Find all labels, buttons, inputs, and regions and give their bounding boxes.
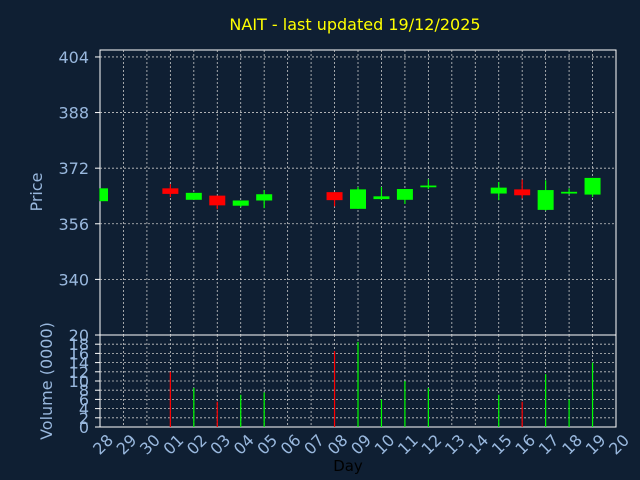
volume-y-tick-label: 4 bbox=[79, 400, 89, 419]
candle-body bbox=[373, 196, 390, 200]
price-y-tick-label: 340 bbox=[58, 270, 89, 289]
volume-y-tick-label: 18 bbox=[69, 335, 89, 354]
candle-body bbox=[490, 187, 507, 194]
candle-body bbox=[350, 189, 366, 209]
candles-group bbox=[99, 177, 601, 211]
candle-body bbox=[209, 195, 226, 206]
candle-body bbox=[514, 189, 531, 196]
volume-y-tick-label: 20 bbox=[69, 326, 89, 345]
volume-y-tick-label: 12 bbox=[69, 363, 89, 382]
candle-body bbox=[537, 190, 554, 210]
price-y-tick-label: 404 bbox=[58, 48, 89, 67]
candle-body bbox=[420, 185, 437, 188]
price-y-tick-label: 388 bbox=[58, 104, 89, 123]
volume-y-tick-label: 10 bbox=[69, 372, 89, 391]
volume-y-tick-label: 2 bbox=[79, 409, 89, 428]
candle-body bbox=[396, 189, 413, 200]
price-y-tick-label: 372 bbox=[58, 159, 89, 178]
volume-y-tick-label: 6 bbox=[79, 390, 89, 409]
volume-y-tick-label: 16 bbox=[69, 344, 89, 363]
candle-body bbox=[185, 192, 202, 200]
volume-y-tick-label: 8 bbox=[79, 381, 89, 400]
candle-body bbox=[256, 194, 273, 201]
candle-body bbox=[561, 191, 578, 194]
candle-body bbox=[326, 192, 343, 201]
price-y-ticks: 404 388 372 356 340 bbox=[58, 48, 100, 289]
candle-body bbox=[162, 188, 179, 194]
volume-y-tick-label: 14 bbox=[69, 354, 89, 373]
candle-body bbox=[100, 188, 108, 202]
candle-body bbox=[232, 200, 249, 206]
candle-body bbox=[584, 177, 601, 195]
price-axis-label: Price bbox=[27, 172, 46, 211]
x-ticks: 2829300102030405060708091011121314151617… bbox=[89, 431, 633, 459]
x-axis-label: Day bbox=[333, 457, 363, 475]
chart-title: NAIT - last updated 19/12/2025 bbox=[229, 15, 480, 34]
volume-axis-label: Volume (0000) bbox=[37, 322, 56, 440]
volume-y-tick-label: 0 bbox=[79, 418, 89, 437]
volume-bars-group bbox=[169, 341, 594, 427]
price-y-tick-label: 356 bbox=[58, 215, 89, 234]
price-grid bbox=[100, 50, 616, 335]
